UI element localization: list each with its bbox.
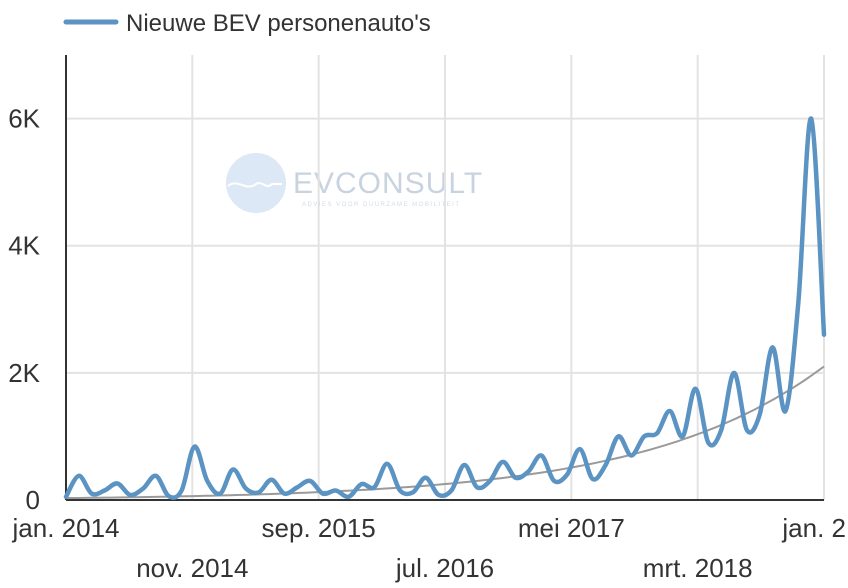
y-axis-labels: 0 2K 4K 6K xyxy=(8,104,40,515)
x-axis-labels: jan. 2014 sep. 2015 mei 2017 jan. 2 nov. 201… xyxy=(12,513,846,583)
horizontal-gridlines xyxy=(66,117,824,374)
y-tick-label: 2K xyxy=(8,358,40,388)
watermark-wave-icon xyxy=(227,182,282,188)
watermark-brand: EVCONSULT xyxy=(293,167,483,200)
x-tick-label: sep. 2015 xyxy=(262,513,376,543)
y-tick-label: 0 xyxy=(26,485,40,515)
x-tick-label: nov. 2014 xyxy=(136,553,248,583)
watermark-tagline: ADVIES VOOR DUURZAME MOBILITEIT xyxy=(302,202,461,208)
legend[interactable]: Nieuwe BEV personenauto's xyxy=(63,10,431,37)
axes xyxy=(65,55,824,501)
trendline xyxy=(65,365,825,500)
x-tick-label: mei 2017 xyxy=(518,513,625,543)
vertical-gridlines xyxy=(191,55,825,500)
x-tick-label: jan. 2 xyxy=(781,513,846,543)
legend-label: Nieuwe BEV personenauto's xyxy=(126,10,431,37)
x-tick-label: jul. 2016 xyxy=(395,553,494,583)
series-line-nieuwe-bev[interactable] xyxy=(63,116,827,500)
y-tick-label: 4K xyxy=(8,231,40,261)
x-tick-label: mrt. 2018 xyxy=(643,553,753,583)
x-tick-label: jan. 2014 xyxy=(12,513,120,543)
evconsult-watermark: EVCONSULT ADVIES VOOR DUURZAME MOBILITEI… xyxy=(226,153,483,213)
y-tick-label: 6K xyxy=(8,104,40,134)
